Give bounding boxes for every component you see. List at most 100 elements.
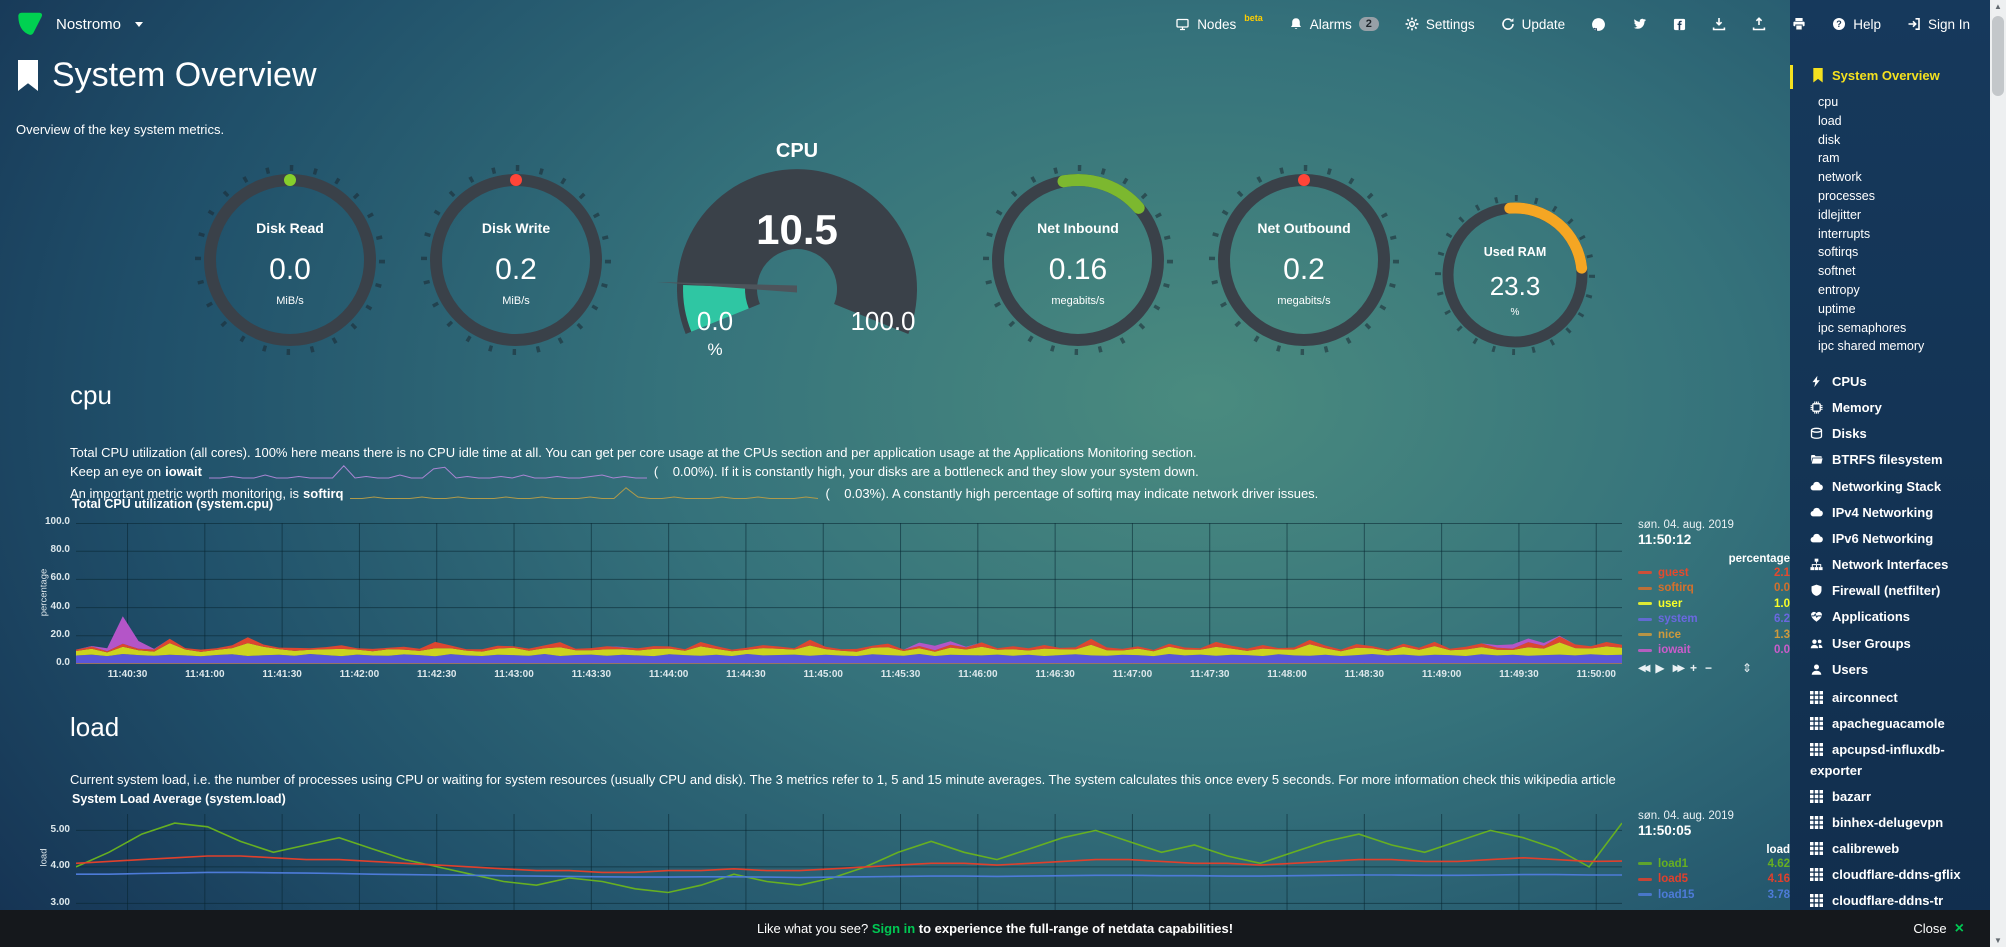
- load-legend-row-load5[interactable]: load5 4.16: [1638, 872, 1790, 888]
- zoom-in-button[interactable]: +: [1690, 661, 1698, 675]
- sidebar-item-softnet[interactable]: softnet: [1818, 264, 1856, 279]
- nav-print[interactable]: [1792, 17, 1806, 31]
- sidebar-item-processes[interactable]: processes: [1818, 188, 1875, 203]
- sidebar-section-memory[interactable]: Memory: [1810, 394, 1990, 420]
- load-legend-row-load15[interactable]: load15 3.78: [1638, 887, 1790, 903]
- scrollbar-thumb[interactable]: [1992, 16, 2004, 96]
- scrollbar-down-arrow[interactable]: ▼: [1994, 936, 2002, 945]
- sidebar-container-calibreweb[interactable]: calibreweb: [1810, 835, 1980, 861]
- softirq-sparkline[interactable]: [349, 483, 819, 503]
- nav-twitter[interactable]: [1632, 18, 1647, 31]
- sidebar-item-system-overview[interactable]: System Overview: [1790, 65, 1990, 89]
- sidebar-container-airconnect[interactable]: airconnect: [1810, 684, 1980, 710]
- y-tick: 4.00: [50, 860, 70, 871]
- resize-handle-icon[interactable]: ⇕: [1742, 661, 1753, 675]
- sidebar-section-firewall-netfilter-[interactable]: Firewall (netfilter): [1810, 578, 1990, 604]
- play-button[interactable]: ▶: [1655, 661, 1665, 675]
- sidebar-item-network[interactable]: network: [1818, 170, 1862, 185]
- sidebar-item-ipc-semaphores[interactable]: ipc semaphores: [1818, 320, 1907, 335]
- gauge-net-outbound[interactable]: Net Outbound 0.2 megabits/s: [1209, 165, 1399, 365]
- gauge-disk-write[interactable]: Disk Write 0.2 MiB/s: [421, 165, 611, 365]
- cpu-legend-row-system[interactable]: system 6.2: [1638, 612, 1790, 628]
- sidebar-container-cloudflare-ddns-gflix[interactable]: cloudflare-ddns-gflix: [1810, 861, 1980, 887]
- gauge-cpu[interactable]: CPU 10.5 0.0 100.0 %: [647, 140, 947, 370]
- nav-alarms[interactable]: Alarms 2: [1289, 17, 1379, 32]
- sidebar-container-apcupsd-influxdb-exporter[interactable]: apcupsd-influxdb-exporter: [1810, 736, 1980, 783]
- sidebar-section-disks[interactable]: Disks: [1810, 421, 1990, 447]
- page-scrollbar[interactable]: ▲ ▼: [1990, 0, 2006, 947]
- bell-icon: [1290, 18, 1301, 29]
- nav-signin[interactable]: Sign In: [1907, 17, 1970, 32]
- load-series-load1: [76, 822, 1622, 894]
- cpu-legend-row-iowait[interactable]: iowait 0.0: [1638, 643, 1790, 659]
- pan-backward-button[interactable]: ◀◀: [1638, 662, 1651, 674]
- sidebar-container-binhex-delugevpn[interactable]: binhex-delugevpn: [1810, 809, 1980, 835]
- sidebar-section-ipv6-networking[interactable]: IPv6 Networking: [1810, 525, 1990, 551]
- cpu-legend-row-user[interactable]: user 1.0: [1638, 596, 1790, 612]
- legend-series-value: 1.3: [1774, 628, 1790, 641]
- sidebar-item-load[interactable]: load: [1818, 113, 1842, 128]
- sidebar-section-networking-stack[interactable]: Networking Stack: [1810, 473, 1990, 499]
- facebook-icon: [1674, 18, 1686, 30]
- cpu-legend-row-guest[interactable]: guest 2.1: [1638, 565, 1790, 581]
- sidebar-item-cpu[interactable]: cpu: [1818, 95, 1839, 109]
- nav-github[interactable]: [1591, 17, 1606, 32]
- nav-export[interactable]: [1752, 17, 1766, 31]
- sidebar-item-idlejitter[interactable]: idlejitter: [1818, 207, 1862, 222]
- legend-swatch: [1638, 648, 1652, 652]
- cpu-legend-row-nice[interactable]: nice 1.3: [1638, 627, 1790, 643]
- gauge-used-ram[interactable]: Used RAM 23.3 %: [1435, 195, 1595, 365]
- sidebar-section-label: Users: [1832, 661, 1869, 677]
- legend-series-value: 0.0: [1774, 644, 1790, 657]
- sidebar-item-uptime[interactable]: uptime: [1818, 301, 1856, 316]
- legend-time: 11:50:05: [1638, 823, 1692, 838]
- load-legend-row-load1[interactable]: load1 4.62: [1638, 856, 1790, 872]
- sidebar-section-network-interfaces[interactable]: Network Interfaces: [1810, 551, 1990, 577]
- bookmark-icon: [18, 59, 38, 91]
- cloud-icon: [1810, 507, 1823, 517]
- gauge-disk-read[interactable]: Disk Read 0.0 MiB/s: [195, 165, 385, 365]
- cpu-chart-toolbar: ◀◀ ▶ ▶▶ + − ⇕: [1638, 661, 1752, 675]
- navbar-actions: Nodes beta Alarms 2 Settings Update: [1175, 13, 1970, 32]
- sidebar-section-user-groups[interactable]: User Groups: [1810, 630, 1990, 656]
- sidebar-container-cloudflare-ddns-tr[interactable]: cloudflare-ddns-tr: [1810, 887, 1980, 913]
- sidebar-section-users[interactable]: Users: [1810, 656, 1990, 682]
- nav-update[interactable]: Update: [1501, 17, 1565, 32]
- sidebar-section-applications[interactable]: Applications: [1810, 604, 1990, 630]
- sidebar-section-ipv4-networking[interactable]: IPv4 Networking: [1810, 499, 1990, 525]
- cpu-legend-row-softirq[interactable]: softirq 0.0: [1638, 581, 1790, 597]
- sidebar-container-apacheguacamole[interactable]: apacheguacamole: [1810, 710, 1980, 736]
- chart-title: Total CPU utilization (system.cpu): [72, 497, 274, 511]
- nav-nodes[interactable]: Nodes beta: [1175, 13, 1263, 32]
- sidebar-item-ipc-shared-memory[interactable]: ipc shared memory: [1818, 339, 1925, 354]
- disks-icon: [1810, 427, 1823, 440]
- nav-facebook[interactable]: [1673, 18, 1686, 31]
- gauge-value: 0.16: [1048, 253, 1108, 286]
- gauge-marker-dot: [1298, 174, 1310, 186]
- cpu-plot-area[interactable]: [76, 523, 1622, 664]
- sidebar-item-softirqs[interactable]: softirqs: [1818, 245, 1859, 260]
- sidebar-item-entropy[interactable]: entropy: [1818, 282, 1860, 297]
- sidebar-item-ram[interactable]: ram: [1818, 151, 1840, 166]
- scrollbar-up-arrow[interactable]: ▲: [1994, 2, 2002, 11]
- sidebar-section-label: Network Interfaces: [1832, 557, 1949, 573]
- close-banner-button[interactable]: Close ×: [1913, 919, 1964, 937]
- legend-series-name: load5: [1658, 873, 1689, 886]
- sidebar-item-disk[interactable]: disk: [1818, 132, 1841, 147]
- nav-import[interactable]: [1712, 17, 1726, 31]
- nav-help[interactable]: ? Help: [1832, 17, 1881, 32]
- pan-forward-button[interactable]: ▶▶: [1672, 662, 1686, 674]
- zoom-out-button[interactable]: −: [1705, 661, 1713, 675]
- sidebar-section-cpus[interactable]: CPUs: [1810, 368, 1990, 394]
- top-navbar: Nostromo Nodes beta Alarms 2 Settings Upd…: [0, 0, 1990, 48]
- brand[interactable]: Nostromo: [16, 10, 144, 38]
- nav-settings[interactable]: Settings: [1405, 17, 1475, 32]
- signin-link[interactable]: Sign in: [871, 921, 916, 936]
- sidebar-container-bazarr[interactable]: bazarr: [1810, 783, 1980, 809]
- sidebar-section-btrfs-filesystem[interactable]: BTRFS filesystem: [1810, 447, 1990, 473]
- legend-series-value: 0.0: [1774, 582, 1790, 595]
- gauge-title: Disk Read: [256, 220, 324, 236]
- sidebar-item-interrupts[interactable]: interrupts: [1818, 226, 1871, 241]
- gauge-net-inbound[interactable]: Net Inbound 0.16 megabits/s: [983, 165, 1173, 365]
- iowait-sparkline[interactable]: [208, 461, 648, 481]
